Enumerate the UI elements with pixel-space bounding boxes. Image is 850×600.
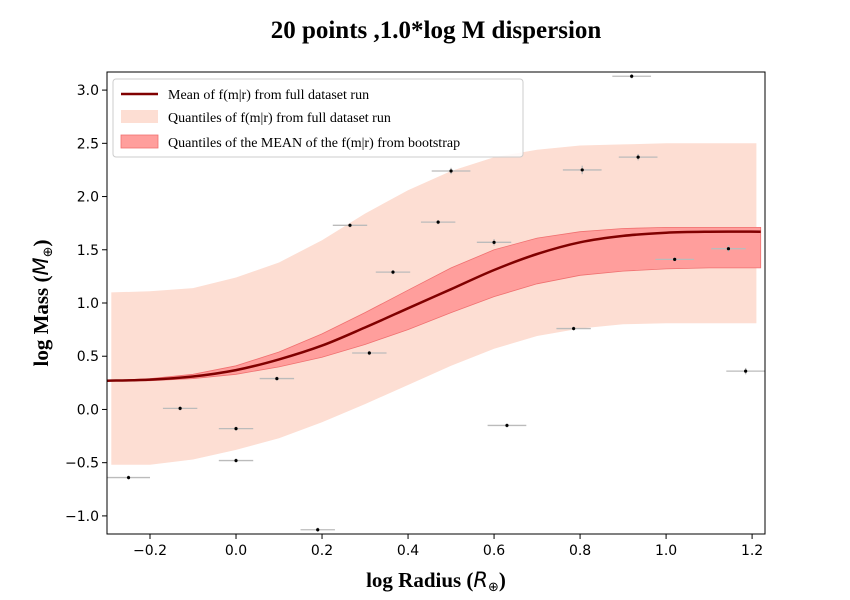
- data-point-group: [618, 153, 658, 161]
- y-tick-label: −0.5: [65, 456, 99, 472]
- y-tick-label: 0.5: [77, 349, 99, 365]
- y-tick-label: 1.0: [77, 296, 99, 312]
- data-point-group: [726, 367, 765, 375]
- data-point-group: [332, 223, 368, 228]
- legend-label-mean: Mean of f(m|r) from full dataset run: [168, 88, 369, 103]
- x-tick-label: 1.2: [741, 543, 763, 559]
- y-tick-label: −1.0: [65, 509, 99, 525]
- data-point-group: [162, 406, 198, 411]
- data-point: [505, 423, 509, 428]
- y-tick-label: 1.5: [77, 243, 99, 259]
- data-point: [673, 257, 677, 261]
- data-point-group: [612, 74, 652, 79]
- y-axis-label: log Mass (M⊕): [29, 239, 56, 366]
- data-point-group: [107, 475, 151, 480]
- data-point: [630, 74, 634, 78]
- data-point: [178, 406, 182, 410]
- data-point-group: [562, 165, 602, 175]
- x-tick-label: 0.4: [397, 543, 419, 559]
- x-tick-label: −0.2: [133, 543, 167, 559]
- y-tick-label: 2.5: [77, 136, 99, 152]
- legend-label-outer-quantiles: Quantiles of f(m|r) from full dataset ru…: [168, 111, 391, 126]
- inner-quantile-band: [107, 227, 762, 382]
- data-point-group: [218, 426, 254, 431]
- data-point-group: [375, 270, 411, 275]
- y-axis-ticks: −1.0 −0.5 0.0 0.5 1.0 1.5 2.0 2.5 3.0: [65, 83, 107, 525]
- legend-swatch-outer-quantiles: [121, 110, 158, 123]
- data-point: [316, 528, 320, 532]
- data-point: [367, 351, 371, 355]
- data-point-group: [476, 239, 512, 246]
- data-points: [107, 74, 765, 532]
- legend-box: [112, 78, 524, 158]
- data-point-group: [556, 326, 591, 331]
- data-point: [275, 376, 279, 381]
- data-point-group: [300, 527, 335, 532]
- bands: [107, 143, 762, 465]
- data-point: [744, 369, 748, 373]
- data-point-group: [655, 257, 695, 262]
- chart-title: 20 points ,1.0*log M dispersion: [271, 17, 602, 44]
- y-tick-label: 0.0: [77, 402, 99, 418]
- data-point-group: [487, 423, 527, 428]
- x-tick-label: 0.2: [311, 543, 333, 559]
- data-point: [449, 169, 453, 173]
- data-point: [391, 270, 395, 274]
- x-tick-label: 0.8: [569, 543, 591, 559]
- data-point: [726, 247, 731, 251]
- data-point: [636, 155, 640, 159]
- data-point: [436, 220, 440, 224]
- data-point: [234, 427, 238, 431]
- data-point-group: [218, 458, 254, 463]
- data-point: [580, 168, 584, 172]
- data-point: [126, 475, 131, 480]
- x-tick-label: 0.0: [225, 543, 247, 559]
- x-tick-label: 1.0: [655, 543, 677, 559]
- data-point-group: [259, 376, 295, 381]
- data-point-group: [711, 245, 746, 252]
- data-point: [348, 223, 352, 227]
- legend: Mean of f(m|r) from full dataset run Qua…: [112, 78, 524, 158]
- x-tick-label: 0.6: [483, 543, 505, 559]
- mean-curve: [107, 230, 761, 382]
- data-point: [234, 458, 238, 463]
- y-tick-label: 2.0: [77, 190, 99, 206]
- data-point-group: [420, 219, 456, 225]
- x-axis-ticks: −0.2 0.0 0.2 0.4 0.6 0.8 1.0 1.2: [133, 534, 763, 559]
- data-point-group: [431, 167, 471, 175]
- x-axis-label: log Radius (R⊕): [366, 568, 506, 595]
- data-point-group: [352, 350, 387, 356]
- y-tick-label: 3.0: [77, 83, 99, 99]
- data-point: [492, 240, 496, 244]
- data-point: [572, 326, 576, 331]
- legend-swatch-inner-quantiles: [120, 134, 159, 149]
- legend-label-inner-quantiles: Quantiles of the MEAN of the f(m|r) from…: [168, 136, 460, 151]
